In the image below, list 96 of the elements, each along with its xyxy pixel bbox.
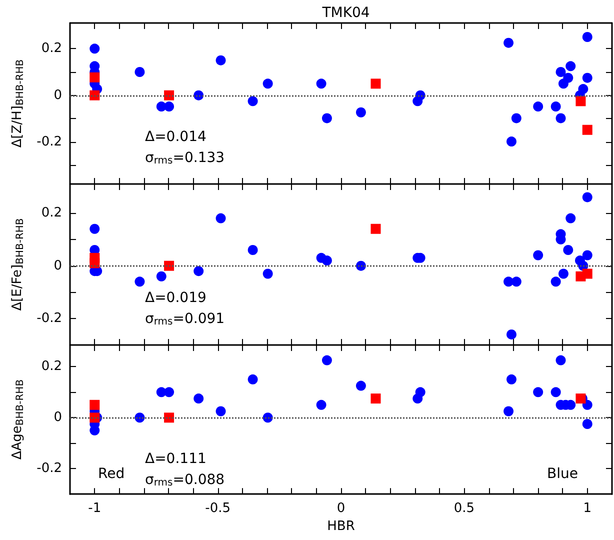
point — [550, 276, 561, 287]
x-tick-label: 0 — [336, 501, 346, 516]
x-tick-label: 0.5 — [454, 501, 475, 516]
point — [356, 380, 366, 391]
point — [248, 96, 258, 106]
point — [556, 355, 566, 366]
x-tick-label: 1 — [583, 501, 592, 516]
point — [558, 268, 568, 279]
y-tick-label: 0 — [54, 410, 62, 426]
point — [370, 78, 381, 89]
point — [90, 412, 100, 423]
point — [194, 394, 204, 404]
point — [511, 276, 522, 287]
point — [556, 113, 566, 124]
point — [90, 400, 100, 410]
point — [582, 192, 592, 202]
x-axis-title: HBR — [327, 519, 355, 534]
point — [550, 387, 561, 398]
point — [90, 44, 100, 54]
point — [90, 72, 100, 82]
point — [164, 90, 174, 100]
point — [322, 256, 332, 266]
point — [550, 102, 561, 112]
point — [582, 400, 592, 410]
point — [322, 113, 332, 124]
point — [216, 55, 226, 66]
point — [576, 96, 586, 106]
point — [533, 387, 544, 398]
point — [533, 102, 544, 112]
y-axis-title: ΔAgeBHB-RHB — [10, 379, 26, 460]
point — [134, 276, 145, 287]
point — [504, 406, 514, 416]
point — [164, 260, 174, 271]
point — [511, 113, 522, 124]
point — [262, 78, 273, 89]
annotation: Δ=0.014 — [145, 129, 206, 145]
point — [370, 224, 381, 234]
point — [506, 136, 516, 147]
point — [316, 400, 326, 410]
point — [248, 374, 258, 384]
x-tick-label: -1 — [88, 501, 102, 516]
point — [582, 124, 592, 135]
point — [164, 412, 174, 423]
point — [194, 266, 204, 276]
point — [90, 90, 100, 100]
point — [578, 84, 588, 94]
point — [533, 250, 544, 260]
point — [316, 78, 326, 89]
point — [356, 260, 366, 271]
point — [582, 32, 592, 42]
chart-title: TMK04 — [321, 5, 370, 21]
point — [164, 102, 174, 112]
point — [90, 258, 100, 268]
y-axis-title: Δ[E/Fe]BHB-RHB — [10, 218, 26, 311]
point — [582, 419, 592, 430]
annotation: Δ=0.111 — [145, 451, 206, 467]
y-tick-label: 0 — [54, 258, 62, 274]
annotation: Red — [98, 466, 125, 482]
point — [504, 38, 514, 48]
point — [563, 244, 574, 255]
y-tick-label: 0 — [54, 88, 62, 103]
x-tick-label: -0.5 — [205, 501, 231, 516]
y-tick-label: 0.2 — [41, 359, 62, 374]
point — [582, 250, 592, 260]
point — [556, 67, 566, 77]
point — [356, 107, 366, 118]
annotation: Δ=0.019 — [145, 290, 206, 306]
point — [566, 213, 576, 224]
point — [563, 72, 574, 83]
point — [582, 72, 592, 83]
point — [506, 374, 516, 384]
point — [262, 268, 273, 279]
y-tick-label: -0.2 — [36, 311, 62, 326]
annotation: σrms=0.091 — [145, 311, 225, 328]
annotation: σrms=0.088 — [145, 472, 225, 488]
point — [164, 387, 174, 398]
y-tick-label: 0.2 — [41, 206, 62, 221]
point — [248, 244, 258, 255]
point — [216, 213, 226, 224]
y-tick-label: -0.2 — [36, 461, 62, 476]
point — [322, 355, 332, 366]
point — [90, 224, 100, 234]
point — [156, 271, 166, 282]
point — [582, 268, 592, 279]
point — [134, 412, 145, 423]
annotation: σrms=0.133 — [145, 150, 225, 166]
point — [506, 329, 516, 340]
y-tick-label: -0.2 — [36, 134, 62, 150]
point — [134, 67, 145, 77]
y-tick-label: 0.2 — [41, 41, 62, 56]
annotation: Blue — [547, 466, 578, 482]
point — [216, 406, 226, 416]
point — [566, 61, 576, 72]
y-axis-title: Δ[Z/H]BHB-RHB — [10, 59, 26, 148]
point — [370, 394, 381, 404]
point — [415, 387, 426, 398]
